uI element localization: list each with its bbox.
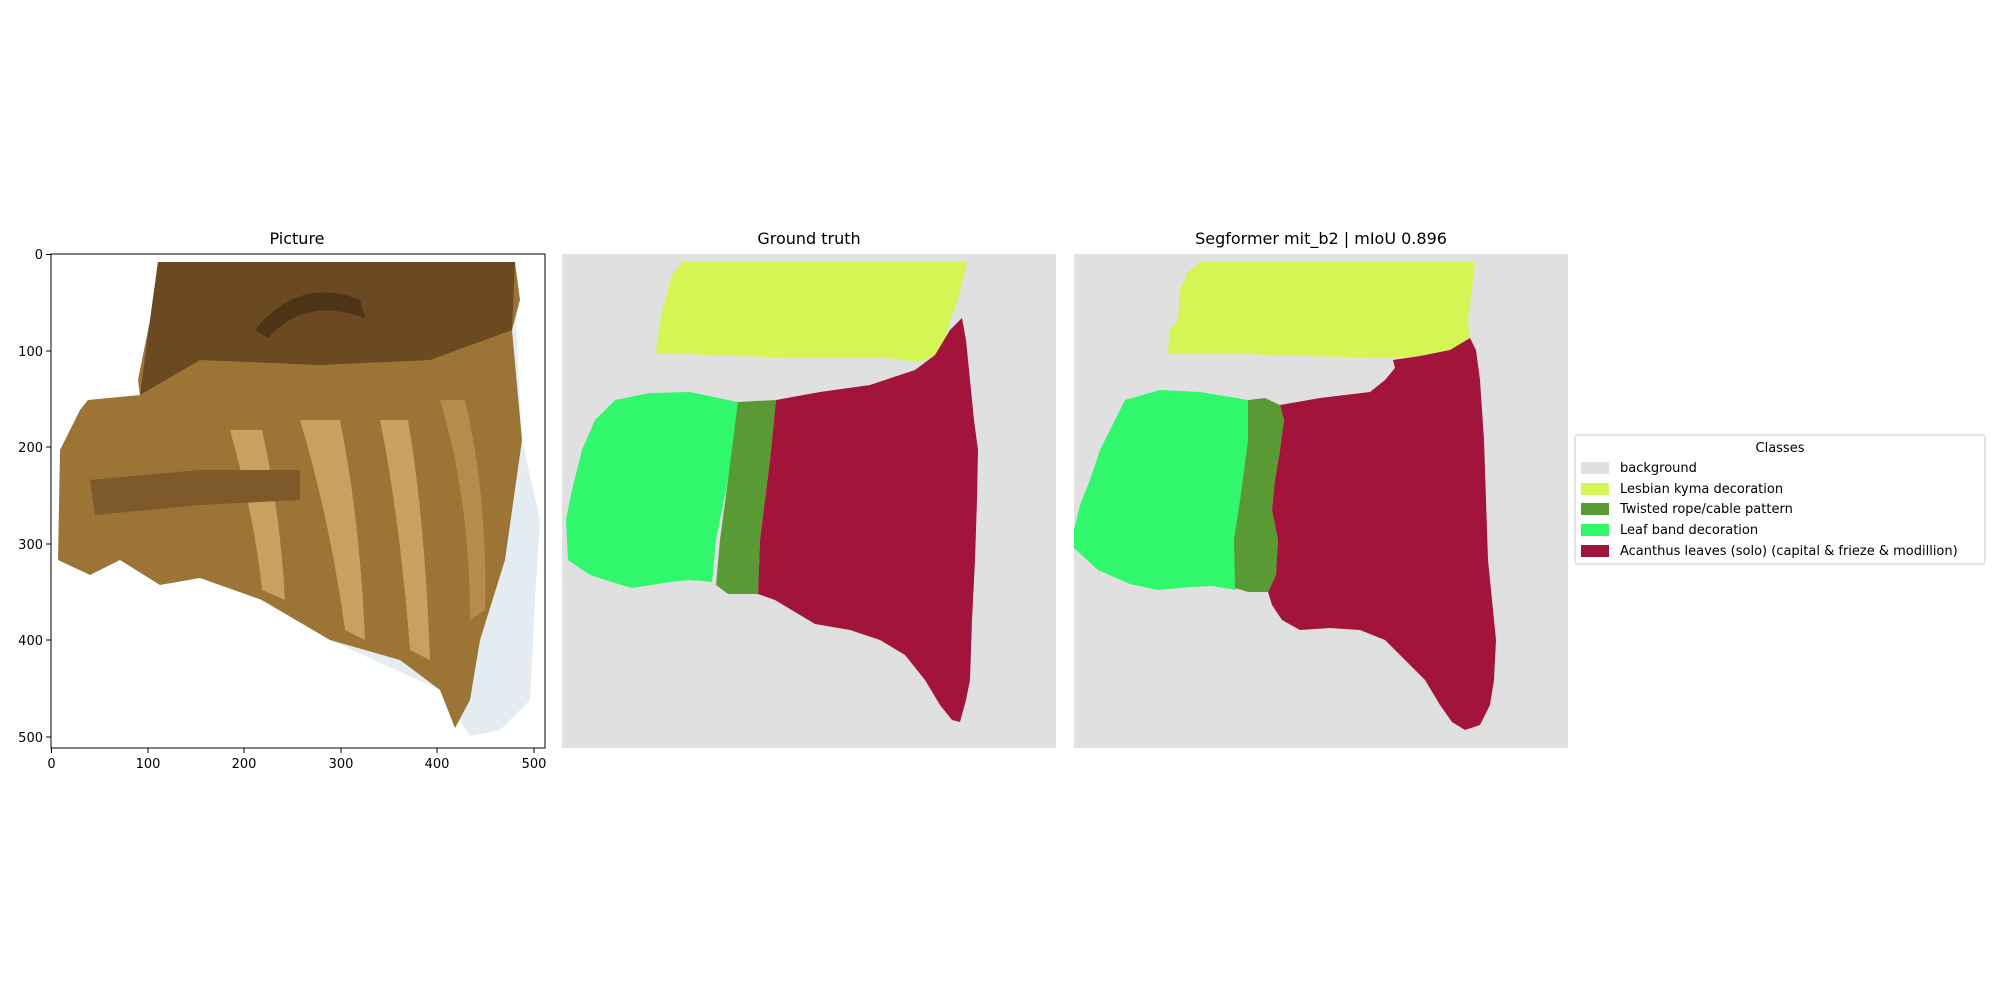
y-tick-label: 300 bbox=[18, 538, 43, 553]
picture-x-tick-labels: 0 100 200 300 400 500 bbox=[47, 757, 546, 772]
ground-truth-title: Ground truth bbox=[757, 229, 860, 248]
ground-truth-panel: Ground truth bbox=[562, 229, 1056, 748]
stone-leaf-1 bbox=[300, 420, 365, 640]
y-tick-label: 500 bbox=[18, 731, 43, 746]
legend-label-lesbian-kyma: Lesbian kyma decoration bbox=[1620, 482, 1783, 497]
picture-axes-frame bbox=[50, 253, 546, 749]
legend-label-background: background bbox=[1620, 461, 1697, 476]
legend-label-twisted-rope: Twisted rope/cable pattern bbox=[1619, 502, 1793, 517]
x-tick-label: 0 bbox=[47, 757, 55, 772]
legend-swatch-background bbox=[1581, 462, 1609, 474]
gt-leaf-band-region bbox=[566, 392, 738, 588]
picture-y-axis bbox=[46, 254, 51, 738]
y-tick-label: 400 bbox=[18, 634, 43, 649]
x-tick-label: 400 bbox=[425, 757, 450, 772]
x-tick-label: 200 bbox=[232, 757, 257, 772]
legend-swatch-lesbian-kyma bbox=[1581, 483, 1609, 495]
picture-image bbox=[58, 262, 540, 736]
pred-lesbian-kyma-region bbox=[1168, 262, 1475, 358]
stone-frieze-shadow bbox=[90, 470, 300, 515]
legend: Classes background Lesbian kyma decorati… bbox=[1574, 434, 1986, 565]
picture-y-tick-labels: 0 100 200 300 400 500 bbox=[18, 248, 43, 746]
stone-upper-band bbox=[140, 262, 515, 395]
picture-panel: Picture 0 10 bbox=[18, 229, 546, 772]
gt-acanthus-region bbox=[758, 318, 978, 722]
y-tick-label: 100 bbox=[18, 345, 43, 360]
x-tick-label: 300 bbox=[329, 757, 354, 772]
legend-swatch-acanthus bbox=[1581, 545, 1609, 557]
legend-title: Classes bbox=[1756, 441, 1805, 456]
prediction-title: Segformer mit_b2 | mIoU 0.896 bbox=[1195, 229, 1447, 249]
stone-leaf-4 bbox=[440, 400, 486, 620]
stone-arch bbox=[255, 292, 365, 338]
legend-swatch-leaf-band bbox=[1581, 524, 1609, 536]
prediction-panel: Segformer mit_b2 | mIoU 0.896 bbox=[1074, 229, 1568, 748]
x-tick-label: 500 bbox=[522, 757, 547, 772]
picture-x-axis bbox=[51, 748, 535, 753]
legend-label-leaf-band: Leaf band decoration bbox=[1620, 523, 1758, 538]
legend-box bbox=[1574, 434, 1986, 565]
y-tick-label: 0 bbox=[35, 248, 43, 263]
x-tick-label: 100 bbox=[136, 757, 161, 772]
pred-twisted-rope-region bbox=[1234, 398, 1284, 592]
gt-lesbian-kyma-region bbox=[656, 262, 967, 362]
stone-leaf-3 bbox=[380, 420, 430, 660]
legend-label-acanthus: Acanthus leaves (solo) (capital & frieze… bbox=[1620, 544, 1958, 559]
pred-acanthus-region bbox=[1268, 338, 1496, 730]
gt-twisted-rope-region bbox=[716, 400, 776, 594]
legend-swatch-twisted-rope bbox=[1581, 503, 1609, 515]
y-tick-label: 200 bbox=[18, 441, 43, 456]
picture-title: Picture bbox=[269, 229, 324, 248]
pred-leaf-band-region bbox=[1074, 390, 1248, 590]
